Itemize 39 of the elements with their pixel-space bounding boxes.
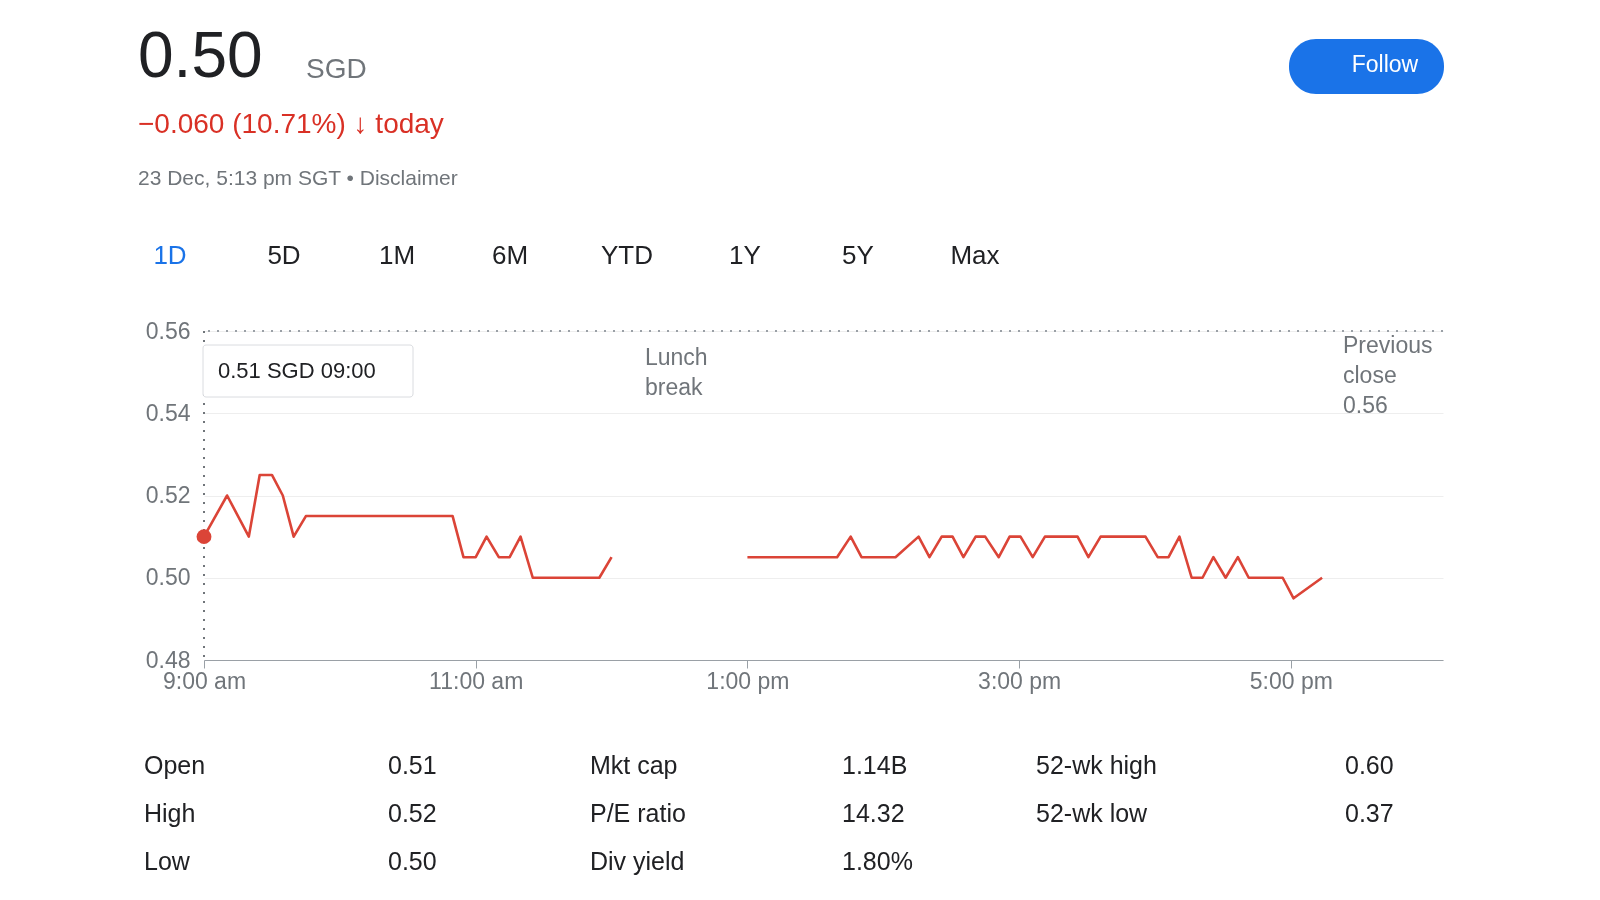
text: 52-wk low <box>1036 799 1149 827</box>
text: 0.52 <box>388 799 437 827</box>
y-tick-label: 0.56 <box>145 317 191 344</box>
text: 52-wk high <box>1036 751 1157 779</box>
annotation: Lunch break <box>645 344 708 400</box>
text: 1.80% <box>842 847 913 875</box>
text: Max <box>950 240 1000 270</box>
text: 1.14B <box>842 751 908 779</box>
text: 5Y <box>842 240 874 270</box>
x-tick-label: 5:00 pm <box>1249 667 1333 694</box>
text: Div yield <box>590 847 685 875</box>
text: High <box>144 799 196 827</box>
text: 14.32 <box>842 799 905 827</box>
text: Open <box>144 751 206 779</box>
text: 5D <box>267 240 301 270</box>
y-tick-label: 0.54 <box>145 399 191 426</box>
text: 23 Dec, 5:13 pm SGT • Disclaimer <box>138 166 458 189</box>
text: 1Y <box>729 240 761 270</box>
text: YTD <box>601 240 653 270</box>
ref-line-label: Previous close 0.56 <box>1343 332 1433 418</box>
x-tick-label: 1:00 pm <box>706 667 790 694</box>
text: Follow <box>1351 51 1419 77</box>
text: SGD <box>306 53 367 84</box>
text: 1M <box>378 240 416 270</box>
x-tick-label: 3:00 pm <box>978 667 1062 694</box>
y-tick-label: 0.50 <box>145 564 191 591</box>
text: 1D <box>153 240 187 270</box>
text: 6M <box>491 240 529 270</box>
text: 0.37 <box>1345 799 1394 827</box>
text: 0.60 <box>1345 751 1394 779</box>
text: 0.51 <box>388 751 437 779</box>
annotation: 0.51 SGD 09:00 <box>218 358 376 383</box>
y-tick-label: 0.52 <box>145 482 191 508</box>
chart-subtitle: −0.060 (10.71%) ↓ today <box>138 108 444 139</box>
text: P/E ratio <box>590 799 686 827</box>
text: Low <box>144 847 191 875</box>
x-tick-label: 11:00 am <box>429 667 524 694</box>
text: 0.50 <box>388 847 437 875</box>
text: Mkt cap <box>590 751 678 779</box>
